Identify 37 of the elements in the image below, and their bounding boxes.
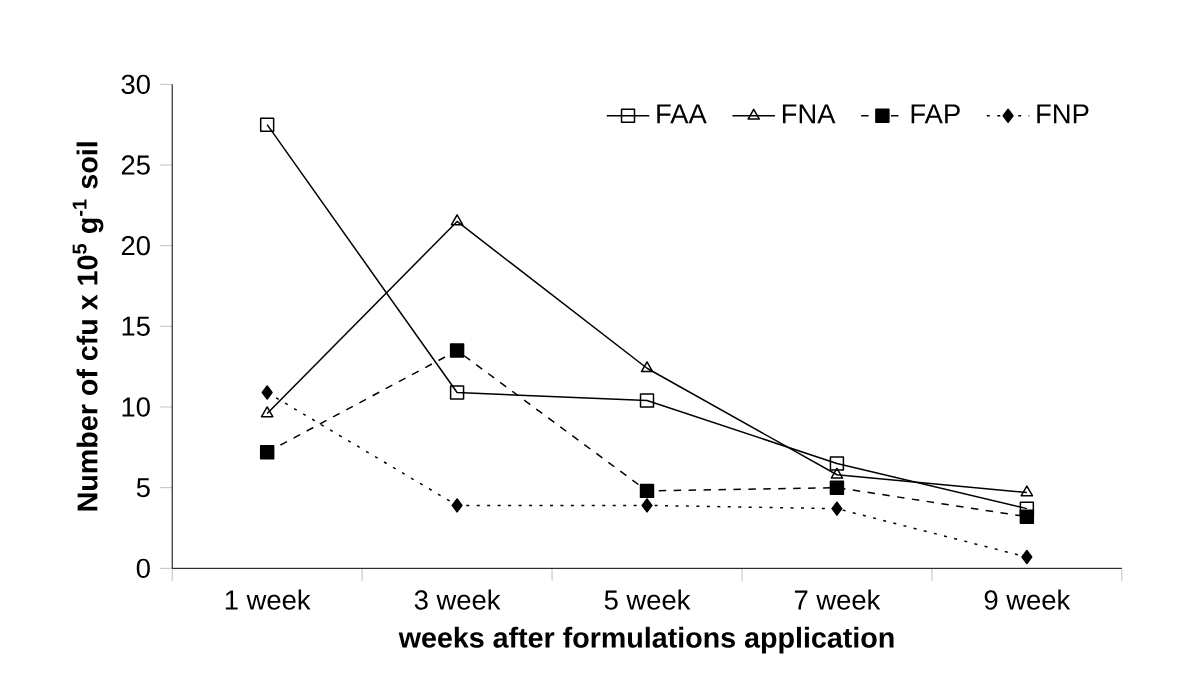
point xyxy=(1020,485,1034,497)
point xyxy=(829,480,845,496)
point xyxy=(639,393,655,409)
x-tick-label: 3 week xyxy=(414,589,501,610)
legend-label: FAP xyxy=(911,104,960,124)
y-axis-title: Number of cfu x 10$^{5}$ g$^{-1}$ soil xyxy=(72,142,104,511)
y-tick-label: 0 xyxy=(136,558,150,579)
point xyxy=(259,445,275,460)
point xyxy=(260,406,274,418)
y-tick-label: 30 xyxy=(121,74,150,95)
x-tick-label: 1 week xyxy=(225,589,311,610)
x-tick-label: 7 week xyxy=(794,589,881,610)
point xyxy=(829,456,845,471)
point xyxy=(450,214,464,226)
legend-label: FNP xyxy=(1037,104,1089,124)
point xyxy=(261,385,273,400)
point xyxy=(451,498,463,513)
point xyxy=(639,483,655,499)
point xyxy=(259,117,275,133)
legend-label: FNA xyxy=(782,104,836,124)
point xyxy=(449,343,465,358)
point xyxy=(640,361,654,373)
y-tick-label: 20 xyxy=(121,236,150,256)
y-tick-label: 25 xyxy=(121,155,150,175)
legend-label: FAA xyxy=(657,104,707,124)
x-tick-label: 9 week xyxy=(984,589,1071,610)
y-tick-label: 10 xyxy=(122,397,150,417)
point xyxy=(1019,509,1035,525)
point xyxy=(830,467,844,479)
y-tick-label: 5 xyxy=(136,478,150,498)
x-axis-title: weeks after formulations application xyxy=(398,627,894,654)
x-tick-label: 5 week xyxy=(604,589,691,610)
point xyxy=(1021,550,1033,565)
point xyxy=(641,498,653,513)
point xyxy=(831,501,843,517)
y-tick-label: 15 xyxy=(122,317,150,337)
point xyxy=(449,385,465,400)
